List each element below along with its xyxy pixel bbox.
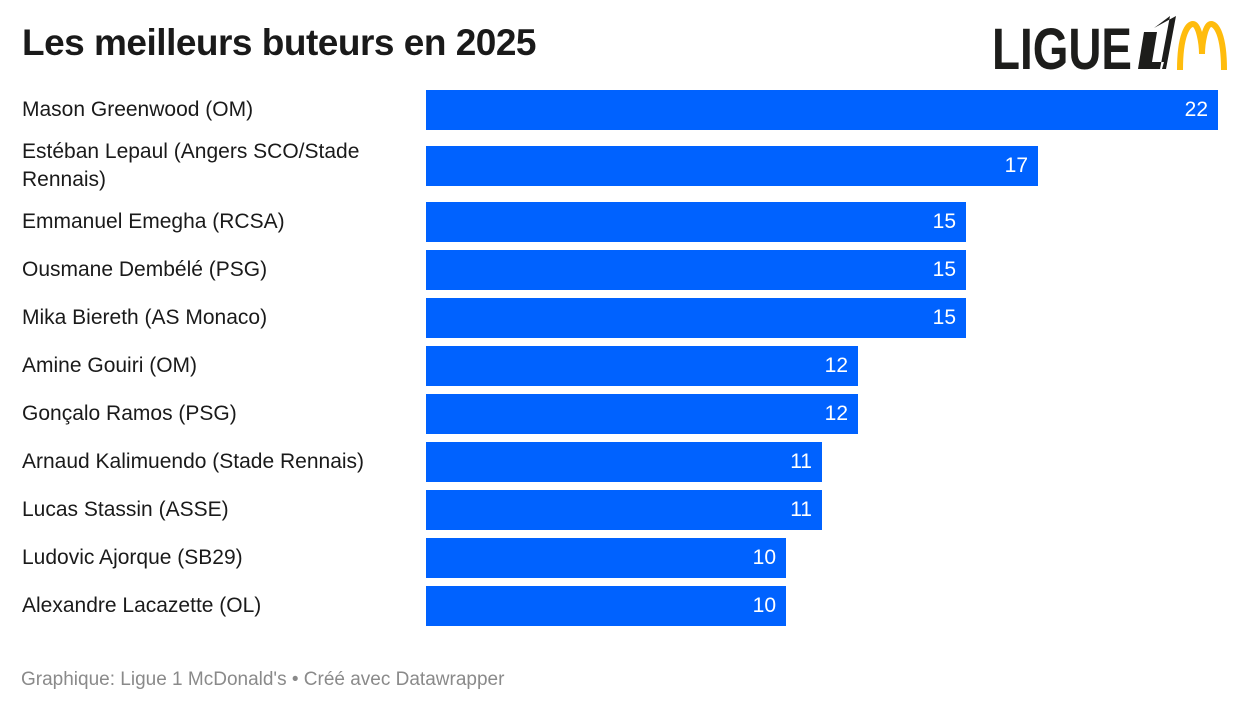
- bar-value-label: 17: [1004, 154, 1028, 177]
- bar-label: Emmanuel Emegha (RCSA): [22, 208, 426, 236]
- bar: 22: [426, 90, 1218, 130]
- bar-track: 12: [426, 394, 1222, 434]
- bar-row: Mika Biereth (AS Monaco) 15: [22, 298, 1222, 338]
- bar: 17: [426, 146, 1038, 186]
- bar-chart: Mason Greenwood (OM) 22 Estéban Lepaul (An…: [22, 90, 1222, 634]
- bar-row: Ousmane Dembélé (PSG) 15: [22, 250, 1222, 290]
- bar: 12: [426, 394, 858, 434]
- bar-value-label: 12: [824, 402, 848, 425]
- bar-row: Arnaud Kalimuendo (Stade Rennais) 11: [22, 442, 1222, 482]
- bar: 12: [426, 346, 858, 386]
- bar-row: Ludovic Ajorque (SB29) 10: [22, 538, 1222, 578]
- bar-row: Mason Greenwood (OM) 22: [22, 90, 1222, 130]
- bar-row: Alexandre Lacazette (OL) 10: [22, 586, 1222, 626]
- bar-row: Lucas Stassin (ASSE) 11: [22, 490, 1222, 530]
- bar-label-text: Ludovic Ajorque (SB29): [22, 546, 243, 569]
- bar-row: Estéban Lepaul (Angers SCO/Stade Rennais…: [22, 138, 1222, 194]
- bar-label-text: Mika Biereth (AS Monaco): [22, 306, 268, 329]
- bar-label: Ousmane Dembélé (PSG): [22, 256, 426, 284]
- bar-track: 15: [426, 250, 1222, 290]
- ligue1-mcdonalds-logo: LIGUE: [992, 16, 1227, 74]
- bar-track: 12: [426, 346, 1222, 386]
- bar-label: Gonçalo Ramos (PSG): [22, 400, 426, 428]
- bar: 15: [426, 202, 966, 242]
- bar-value-label: 10: [752, 546, 776, 569]
- bar-track: 10: [426, 538, 1222, 578]
- bar-label: Estéban Lepaul (Angers SCO/Stade Rennais…: [22, 138, 426, 194]
- bar-label: Mason Greenwood (OM): [22, 96, 426, 124]
- bar: 10: [426, 586, 786, 626]
- bar-value-label: 10: [752, 594, 776, 617]
- bar-value-label: 12: [824, 354, 848, 377]
- bar-label-text: Estéban Lepaul (Angers SCO/Stade Rennais…: [22, 140, 360, 191]
- bar-row: Amine Gouiri (OM) 12: [22, 346, 1222, 386]
- bar-track: 15: [426, 202, 1222, 242]
- bar-value-label: 15: [932, 306, 956, 329]
- bar-track: 17: [426, 146, 1222, 186]
- bar-label-text: Ousmane Dembélé (PSG): [22, 258, 268, 281]
- bar-label-text: Amine Gouiri (OM): [22, 354, 198, 377]
- bar-label: Mika Biereth (AS Monaco): [22, 304, 426, 332]
- bar-track: 11: [426, 490, 1222, 530]
- bar: 11: [426, 490, 822, 530]
- bar-row: Emmanuel Emegha (RCSA) 15: [22, 202, 1222, 242]
- bar: 15: [426, 298, 966, 338]
- bar-label-text: Alexandre Lacazette (OL): [22, 594, 262, 617]
- bar-track: 22: [426, 90, 1222, 130]
- bar-row: Gonçalo Ramos (PSG) 12: [22, 394, 1222, 434]
- chart-footer: Graphique: Ligue 1 McDonald's • Créé ave…: [21, 669, 505, 690]
- bar-label-text: Lucas Stassin (ASSE): [22, 498, 229, 521]
- bar-label-text: Mason Greenwood (OM): [22, 98, 254, 121]
- bar-label: Amine Gouiri (OM): [22, 352, 426, 380]
- bar: 15: [426, 250, 966, 290]
- bar: 11: [426, 442, 822, 482]
- bar-value-label: 22: [1184, 98, 1208, 121]
- bar: 10: [426, 538, 786, 578]
- bar-label: Alexandre Lacazette (OL): [22, 592, 426, 620]
- bar-label: Arnaud Kalimuendo (Stade Rennais): [22, 448, 426, 476]
- bar-label-text: Gonçalo Ramos (PSG): [22, 402, 237, 425]
- bar-label-text: Arnaud Kalimuendo (Stade Rennais): [22, 450, 365, 473]
- bar-value-label: 15: [932, 258, 956, 281]
- bar-track: 15: [426, 298, 1222, 338]
- bar-track: 11: [426, 442, 1222, 482]
- svg-text:LIGUE: LIGUE: [992, 17, 1132, 74]
- bar-label-text: Emmanuel Emegha (RCSA): [22, 210, 285, 233]
- bar-track: 10: [426, 586, 1222, 626]
- bar-label: Lucas Stassin (ASSE): [22, 496, 426, 524]
- bar-value-label: 11: [790, 450, 812, 473]
- bar-label: Ludovic Ajorque (SB29): [22, 544, 426, 572]
- chart-title: Les meilleurs buteurs en 2025: [22, 22, 537, 63]
- bar-value-label: 15: [932, 210, 956, 233]
- bar-value-label: 11: [790, 498, 812, 521]
